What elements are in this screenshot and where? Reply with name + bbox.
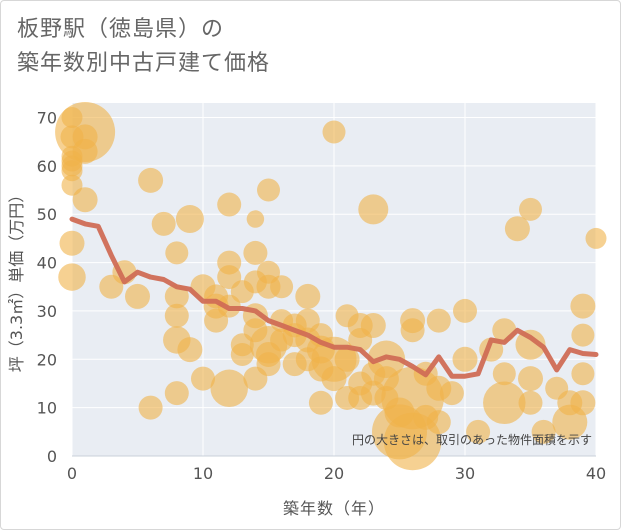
bubble-point — [243, 240, 268, 265]
bubble-point — [165, 241, 189, 265]
bubble-point — [492, 362, 516, 386]
title-line-2: 築年数別中古戸建て価格 — [17, 51, 271, 76]
bubble-point — [191, 366, 215, 391]
bubble-point — [334, 346, 360, 372]
bubble-point — [125, 283, 150, 309]
bubble-point — [504, 216, 530, 242]
bubble-point — [426, 308, 451, 333]
x-tick-label: 40 — [586, 464, 606, 483]
x-tick-label: 30 — [455, 464, 475, 483]
y-tick-label: 0 — [47, 447, 57, 466]
bubble-point — [515, 329, 546, 360]
bubble-point — [59, 230, 85, 256]
y-tick-label: 50 — [37, 205, 57, 224]
bubble-point — [58, 263, 86, 291]
bubble-point — [72, 187, 98, 213]
bubble-point — [358, 194, 389, 225]
title-line-1: 板野駅（徳島県）の — [17, 17, 225, 42]
average-price-line — [69, 216, 599, 379]
bubble-point — [518, 390, 543, 415]
bubble-point — [177, 337, 203, 363]
bubble-point — [585, 227, 607, 249]
bubble-point — [483, 381, 526, 425]
bubble-point — [570, 293, 596, 319]
bubble-point — [210, 369, 248, 408]
bubble-point — [439, 381, 464, 406]
y-tick-label: 60 — [37, 157, 57, 176]
y-tick-label: 40 — [37, 254, 57, 273]
y-tick-label: 10 — [37, 399, 57, 418]
bubble-point — [322, 120, 346, 144]
bubble-point — [138, 167, 164, 193]
x-tick-label: 10 — [193, 464, 213, 483]
bubble-point — [571, 323, 595, 347]
bubble-point — [164, 303, 189, 328]
y-tick-label: 30 — [37, 302, 57, 321]
bubble-point — [151, 211, 176, 236]
bubble-point — [217, 192, 242, 217]
bubble-point — [519, 197, 542, 221]
bubble-point — [246, 210, 265, 228]
bubble-size-note: 円の大きさは、取引のあった物件面積を示す — [352, 432, 592, 447]
y-axis-label: 坪（3.3㎡）単価（万円） — [7, 187, 26, 372]
x-tick-label: 0 — [67, 464, 77, 483]
bubble-point — [571, 362, 595, 386]
bubble-point — [270, 275, 294, 299]
bubble-point — [230, 342, 254, 366]
bubble-point — [257, 178, 280, 202]
bubble-point — [452, 346, 478, 372]
bubble-point — [164, 381, 189, 406]
bubble-point — [360, 312, 386, 338]
bubble-point — [138, 395, 163, 420]
bubble-point — [518, 366, 543, 392]
y-tick-label: 20 — [37, 350, 57, 369]
bubble-point — [570, 390, 596, 416]
bubble-point — [308, 390, 333, 415]
bubble-point — [531, 419, 556, 444]
bubble-point — [321, 366, 347, 392]
bubble-point — [175, 205, 204, 234]
bubble-point — [256, 352, 281, 377]
bubble-point — [453, 298, 477, 323]
bubble-point — [466, 419, 491, 444]
x-tick-label: 20 — [324, 464, 344, 483]
bubble-point — [295, 283, 321, 309]
chart-title: 板野駅（徳島県）の 築年数別中古戸建て価格 — [17, 13, 270, 81]
bubble-point — [400, 318, 425, 343]
x-axis-label: 築年数（年） — [283, 499, 385, 518]
bubble-point — [426, 410, 451, 435]
bubble-point — [61, 160, 83, 182]
y-tick-label: 70 — [37, 109, 57, 128]
bubble-point — [72, 138, 98, 164]
